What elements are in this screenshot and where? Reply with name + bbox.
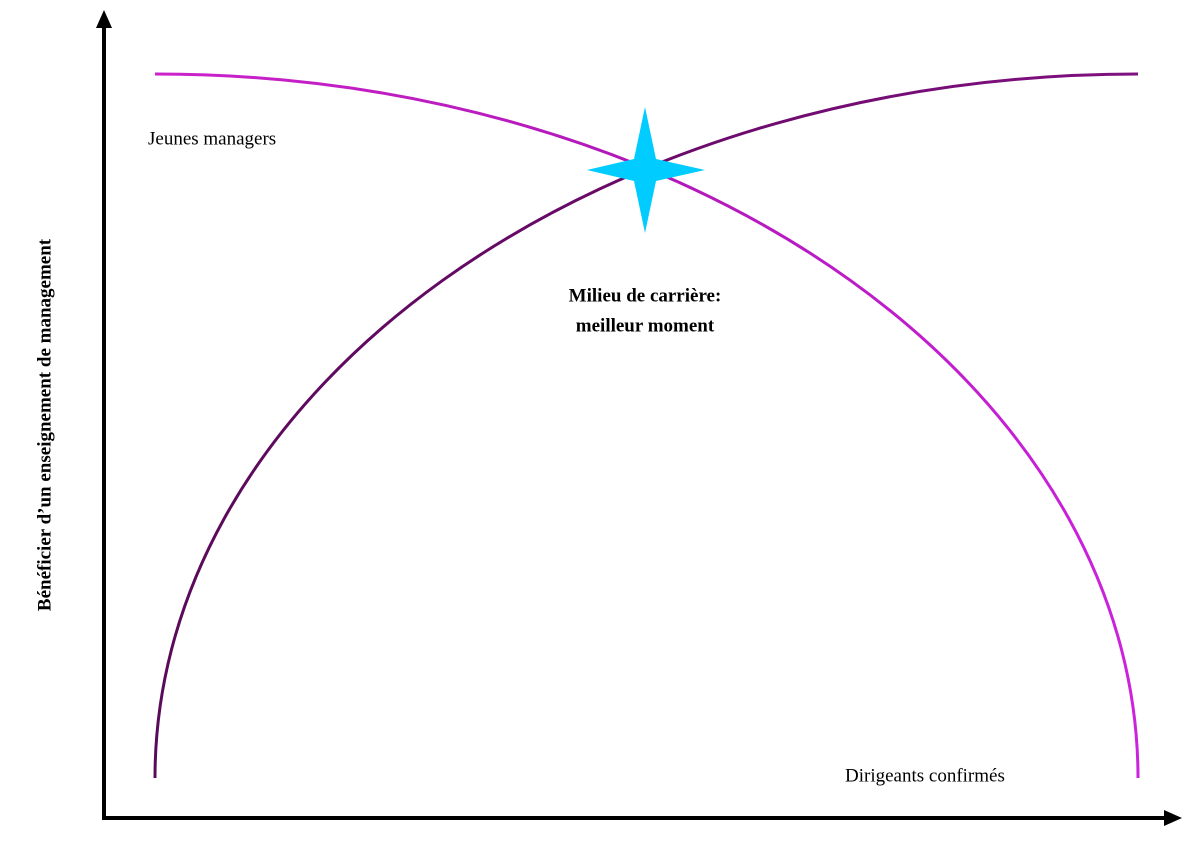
start-label: Jeunes managers [148, 128, 276, 149]
y-arrow [96, 10, 112, 28]
axes [96, 10, 1182, 826]
star [587, 107, 705, 233]
y-axis-label: Bénéficier d’un enseignement de manageme… [34, 238, 55, 611]
end-label: Dirigeants confirmés [845, 765, 1005, 786]
highlight-line: Milieu de carrière: [569, 285, 722, 306]
declining-curve [154, 72, 1140, 779]
rising-curve [153, 72, 1139, 779]
x-arrow [1164, 810, 1182, 826]
highlight-line: meilleur moment [576, 315, 715, 336]
